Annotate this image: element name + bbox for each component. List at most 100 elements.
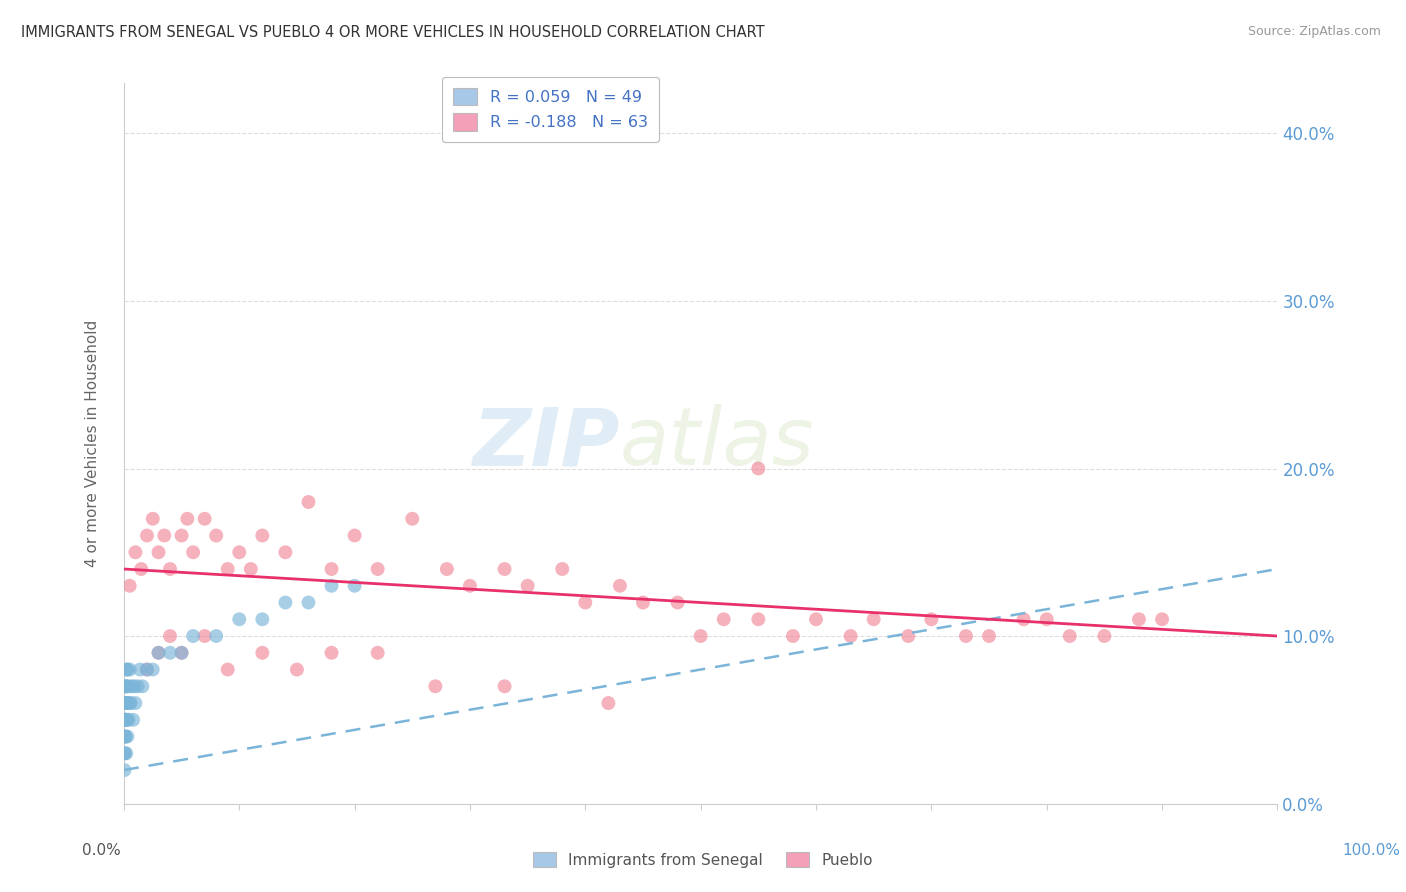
Legend: Immigrants from Senegal, Pueblo: Immigrants from Senegal, Pueblo	[527, 846, 879, 873]
Point	[1092, 629, 1115, 643]
Point	[574, 595, 596, 609]
Point	[194, 512, 217, 526]
Point	[129, 562, 152, 576]
Point	[1012, 612, 1035, 626]
Point	[343, 528, 366, 542]
Point	[114, 747, 136, 761]
Point	[217, 562, 239, 576]
Text: 100.0%: 100.0%	[1341, 843, 1400, 857]
Point	[458, 579, 481, 593]
Point	[747, 461, 769, 475]
Point	[159, 562, 181, 576]
Point	[114, 713, 136, 727]
Point	[114, 679, 136, 693]
Point	[181, 629, 204, 643]
Point	[494, 562, 516, 576]
Point	[170, 646, 193, 660]
Point	[114, 730, 136, 744]
Point	[115, 713, 138, 727]
Point	[181, 545, 204, 559]
Point	[153, 528, 176, 542]
Point	[425, 679, 447, 693]
Point	[136, 663, 159, 677]
Point	[117, 730, 139, 744]
Point	[127, 679, 149, 693]
Point	[114, 713, 136, 727]
Point	[114, 713, 136, 727]
Point	[115, 713, 138, 727]
Point	[689, 629, 711, 643]
Point	[118, 579, 141, 593]
Point	[114, 696, 136, 710]
Point	[297, 495, 319, 509]
Point	[117, 713, 139, 727]
Point	[124, 696, 146, 710]
Point	[804, 612, 827, 626]
Legend: R = 0.059   N = 49, R = -0.188   N = 63: R = 0.059 N = 49, R = -0.188 N = 63	[441, 77, 659, 142]
Y-axis label: 4 or more Vehicles in Household: 4 or more Vehicles in Household	[86, 319, 100, 567]
Point	[194, 629, 217, 643]
Point	[114, 730, 136, 744]
Point	[1128, 612, 1150, 626]
Point	[228, 545, 250, 559]
Point	[252, 646, 274, 660]
Point	[115, 663, 138, 677]
Point	[124, 545, 146, 559]
Point	[494, 679, 516, 693]
Point	[297, 595, 319, 609]
Point	[217, 663, 239, 677]
Point	[862, 612, 884, 626]
Point	[252, 528, 274, 542]
Point	[136, 528, 159, 542]
Point	[131, 679, 153, 693]
Point	[142, 512, 165, 526]
Point	[631, 595, 654, 609]
Point	[285, 663, 308, 677]
Point	[117, 696, 139, 710]
Text: 0.0%: 0.0%	[82, 843, 121, 857]
Point	[436, 562, 458, 576]
Text: ZIP: ZIP	[472, 404, 620, 483]
Point	[839, 629, 862, 643]
Point	[239, 562, 262, 576]
Point	[228, 612, 250, 626]
Point	[114, 696, 136, 710]
Point	[516, 579, 538, 593]
Point	[148, 646, 170, 660]
Point	[114, 713, 136, 727]
Point	[977, 629, 1000, 643]
Point	[115, 747, 138, 761]
Point	[170, 646, 193, 660]
Point	[666, 595, 689, 609]
Point	[114, 679, 136, 693]
Point	[367, 562, 389, 576]
Point	[114, 747, 136, 761]
Point	[321, 562, 343, 576]
Point	[551, 562, 574, 576]
Point	[114, 696, 136, 710]
Text: IMMIGRANTS FROM SENEGAL VS PUEBLO 4 OR MORE VEHICLES IN HOUSEHOLD CORRELATION CH: IMMIGRANTS FROM SENEGAL VS PUEBLO 4 OR M…	[21, 25, 765, 40]
Point	[205, 528, 228, 542]
Point	[114, 730, 136, 744]
Point	[252, 612, 274, 626]
Point	[274, 545, 297, 559]
Point	[955, 629, 977, 643]
Point	[1035, 612, 1057, 626]
Point	[747, 612, 769, 626]
Point	[205, 629, 228, 643]
Point	[1150, 612, 1173, 626]
Point	[121, 679, 143, 693]
Point	[401, 512, 423, 526]
Point	[159, 629, 181, 643]
Point	[176, 512, 198, 526]
Point	[321, 646, 343, 660]
Point	[609, 579, 631, 593]
Point	[117, 663, 139, 677]
Point	[115, 696, 138, 710]
Point	[343, 579, 366, 593]
Point	[117, 679, 139, 693]
Point	[598, 696, 620, 710]
Point	[136, 663, 159, 677]
Point	[115, 679, 138, 693]
Point	[170, 528, 193, 542]
